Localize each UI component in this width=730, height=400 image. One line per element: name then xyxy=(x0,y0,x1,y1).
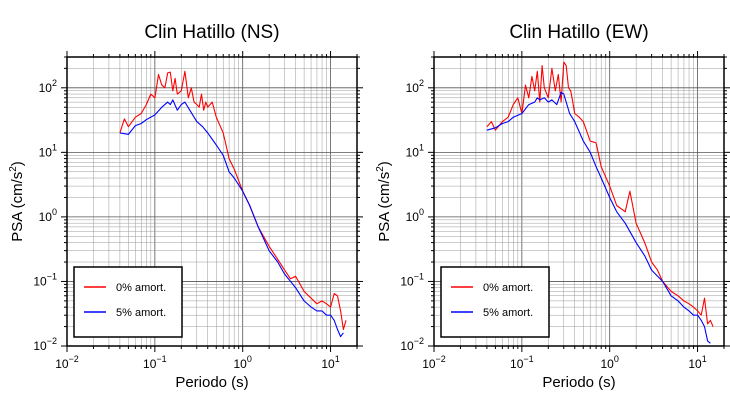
chart-title: Clin Hatillo (EW) xyxy=(509,22,648,43)
legend: 0% amort. 5% amort. xyxy=(73,266,183,338)
y-tick-label-exp: 1 xyxy=(52,142,57,152)
y-tick-label: 100 xyxy=(406,207,424,224)
y-tick-label-base: 10 xyxy=(39,210,53,224)
x-tick-label-base: 10 xyxy=(143,357,157,371)
plot-frame xyxy=(66,56,358,347)
y-tick-label: 10−1 xyxy=(400,271,424,288)
y-tick-label-exp: −1 xyxy=(414,271,424,281)
series-line-damped xyxy=(119,99,344,338)
x-tick-label: 101 xyxy=(688,354,706,371)
y-tick-label: 100 xyxy=(39,207,57,224)
y-tick-label: 10−1 xyxy=(33,271,57,288)
x-tick-label-exp: −2 xyxy=(436,354,446,364)
y-tick-label-exp: 0 xyxy=(52,207,57,217)
axis-ticks xyxy=(61,51,363,352)
x-tick-label-base: 10 xyxy=(510,357,524,371)
x-tick-label-exp: −1 xyxy=(523,354,533,364)
y-axis-label-sup: 2 xyxy=(8,166,19,172)
y-tick-label-base: 10 xyxy=(33,339,47,353)
x-tick-label-base: 10 xyxy=(234,357,248,371)
x-tick-label-base: 10 xyxy=(55,357,69,371)
y-tick-label-base: 10 xyxy=(400,339,414,353)
x-tick-label: 10−1 xyxy=(143,354,167,371)
x-tick-label-base: 10 xyxy=(422,357,436,371)
y-axis-label-main: PSA (cm/s xyxy=(9,172,26,242)
x-tick-label: 100 xyxy=(601,354,619,371)
y-tick-label: 101 xyxy=(406,142,424,159)
x-tick-label: 10−2 xyxy=(422,354,446,371)
y-tick-label-base: 10 xyxy=(400,274,414,288)
chart-title: Clin Hatillo (NS) xyxy=(144,22,279,43)
x-axis-label: Periodo (s) xyxy=(175,374,248,391)
x-tick-label-base: 10 xyxy=(688,357,702,371)
y-axis-label-sup: 2 xyxy=(375,166,386,172)
y-tick-label-base: 10 xyxy=(406,145,420,159)
legend-label: 0% amort. xyxy=(116,282,166,294)
x-tick-label: 10−1 xyxy=(510,354,534,371)
y-axis-label: PSA (cm/s2) xyxy=(375,161,393,242)
y-tick-label-exp: −1 xyxy=(47,271,57,281)
x-tick-label: 100 xyxy=(234,354,252,371)
y-tick-label: 102 xyxy=(39,78,57,95)
y-tick-label-exp: −2 xyxy=(47,336,57,346)
series-line-undamped xyxy=(486,61,714,327)
x-tick-label-exp: 1 xyxy=(702,354,707,364)
y-tick-label: 10−2 xyxy=(400,336,424,353)
y-tick-label-exp: 2 xyxy=(419,78,424,88)
x-tick-label-exp: 0 xyxy=(247,354,252,364)
x-axis-label: Periodo (s) xyxy=(542,374,615,391)
y-tick-label-base: 10 xyxy=(406,81,420,95)
y-tick-label-base: 10 xyxy=(39,145,53,159)
legend-label: 5% amort. xyxy=(483,307,533,319)
legend-box xyxy=(440,266,550,338)
legend-label: 5% amort. xyxy=(116,307,166,319)
y-axis-label-main: PSA (cm/s xyxy=(376,172,393,242)
x-tick-label-exp: 1 xyxy=(335,354,340,364)
series-line-undamped xyxy=(119,70,347,331)
x-tick-label-exp: −1 xyxy=(156,354,166,364)
y-tick-label: 102 xyxy=(406,78,424,95)
x-tick-label: 10−2 xyxy=(55,354,79,371)
y-tick-label-base: 10 xyxy=(39,81,53,95)
x-tick-label: 101 xyxy=(321,354,339,371)
x-tick-label-exp: −2 xyxy=(69,354,79,364)
y-axis-label-tail: ) xyxy=(9,161,26,166)
plot-frame xyxy=(433,56,725,347)
y-tick-label-base: 10 xyxy=(33,274,47,288)
y-tick-label: 101 xyxy=(39,142,57,159)
y-tick-label-exp: 1 xyxy=(419,142,424,152)
y-tick-label-base: 10 xyxy=(406,210,420,224)
y-tick-label-exp: 2 xyxy=(52,78,57,88)
y-axis-label-tail: ) xyxy=(376,161,393,166)
x-tick-label-base: 10 xyxy=(321,357,335,371)
y-axis-label: PSA (cm/s2) xyxy=(8,161,26,242)
legend-box xyxy=(73,266,183,338)
legend: 0% amort. 5% amort. xyxy=(440,266,550,338)
y-tick-label-exp: −2 xyxy=(414,336,424,346)
legend-label: 0% amort. xyxy=(483,282,533,294)
x-tick-label-base: 10 xyxy=(601,357,615,371)
y-tick-label: 10−2 xyxy=(33,336,57,353)
series-line-damped xyxy=(486,91,711,344)
x-tick-label-exp: 0 xyxy=(614,354,619,364)
y-tick-label-exp: 0 xyxy=(419,207,424,217)
